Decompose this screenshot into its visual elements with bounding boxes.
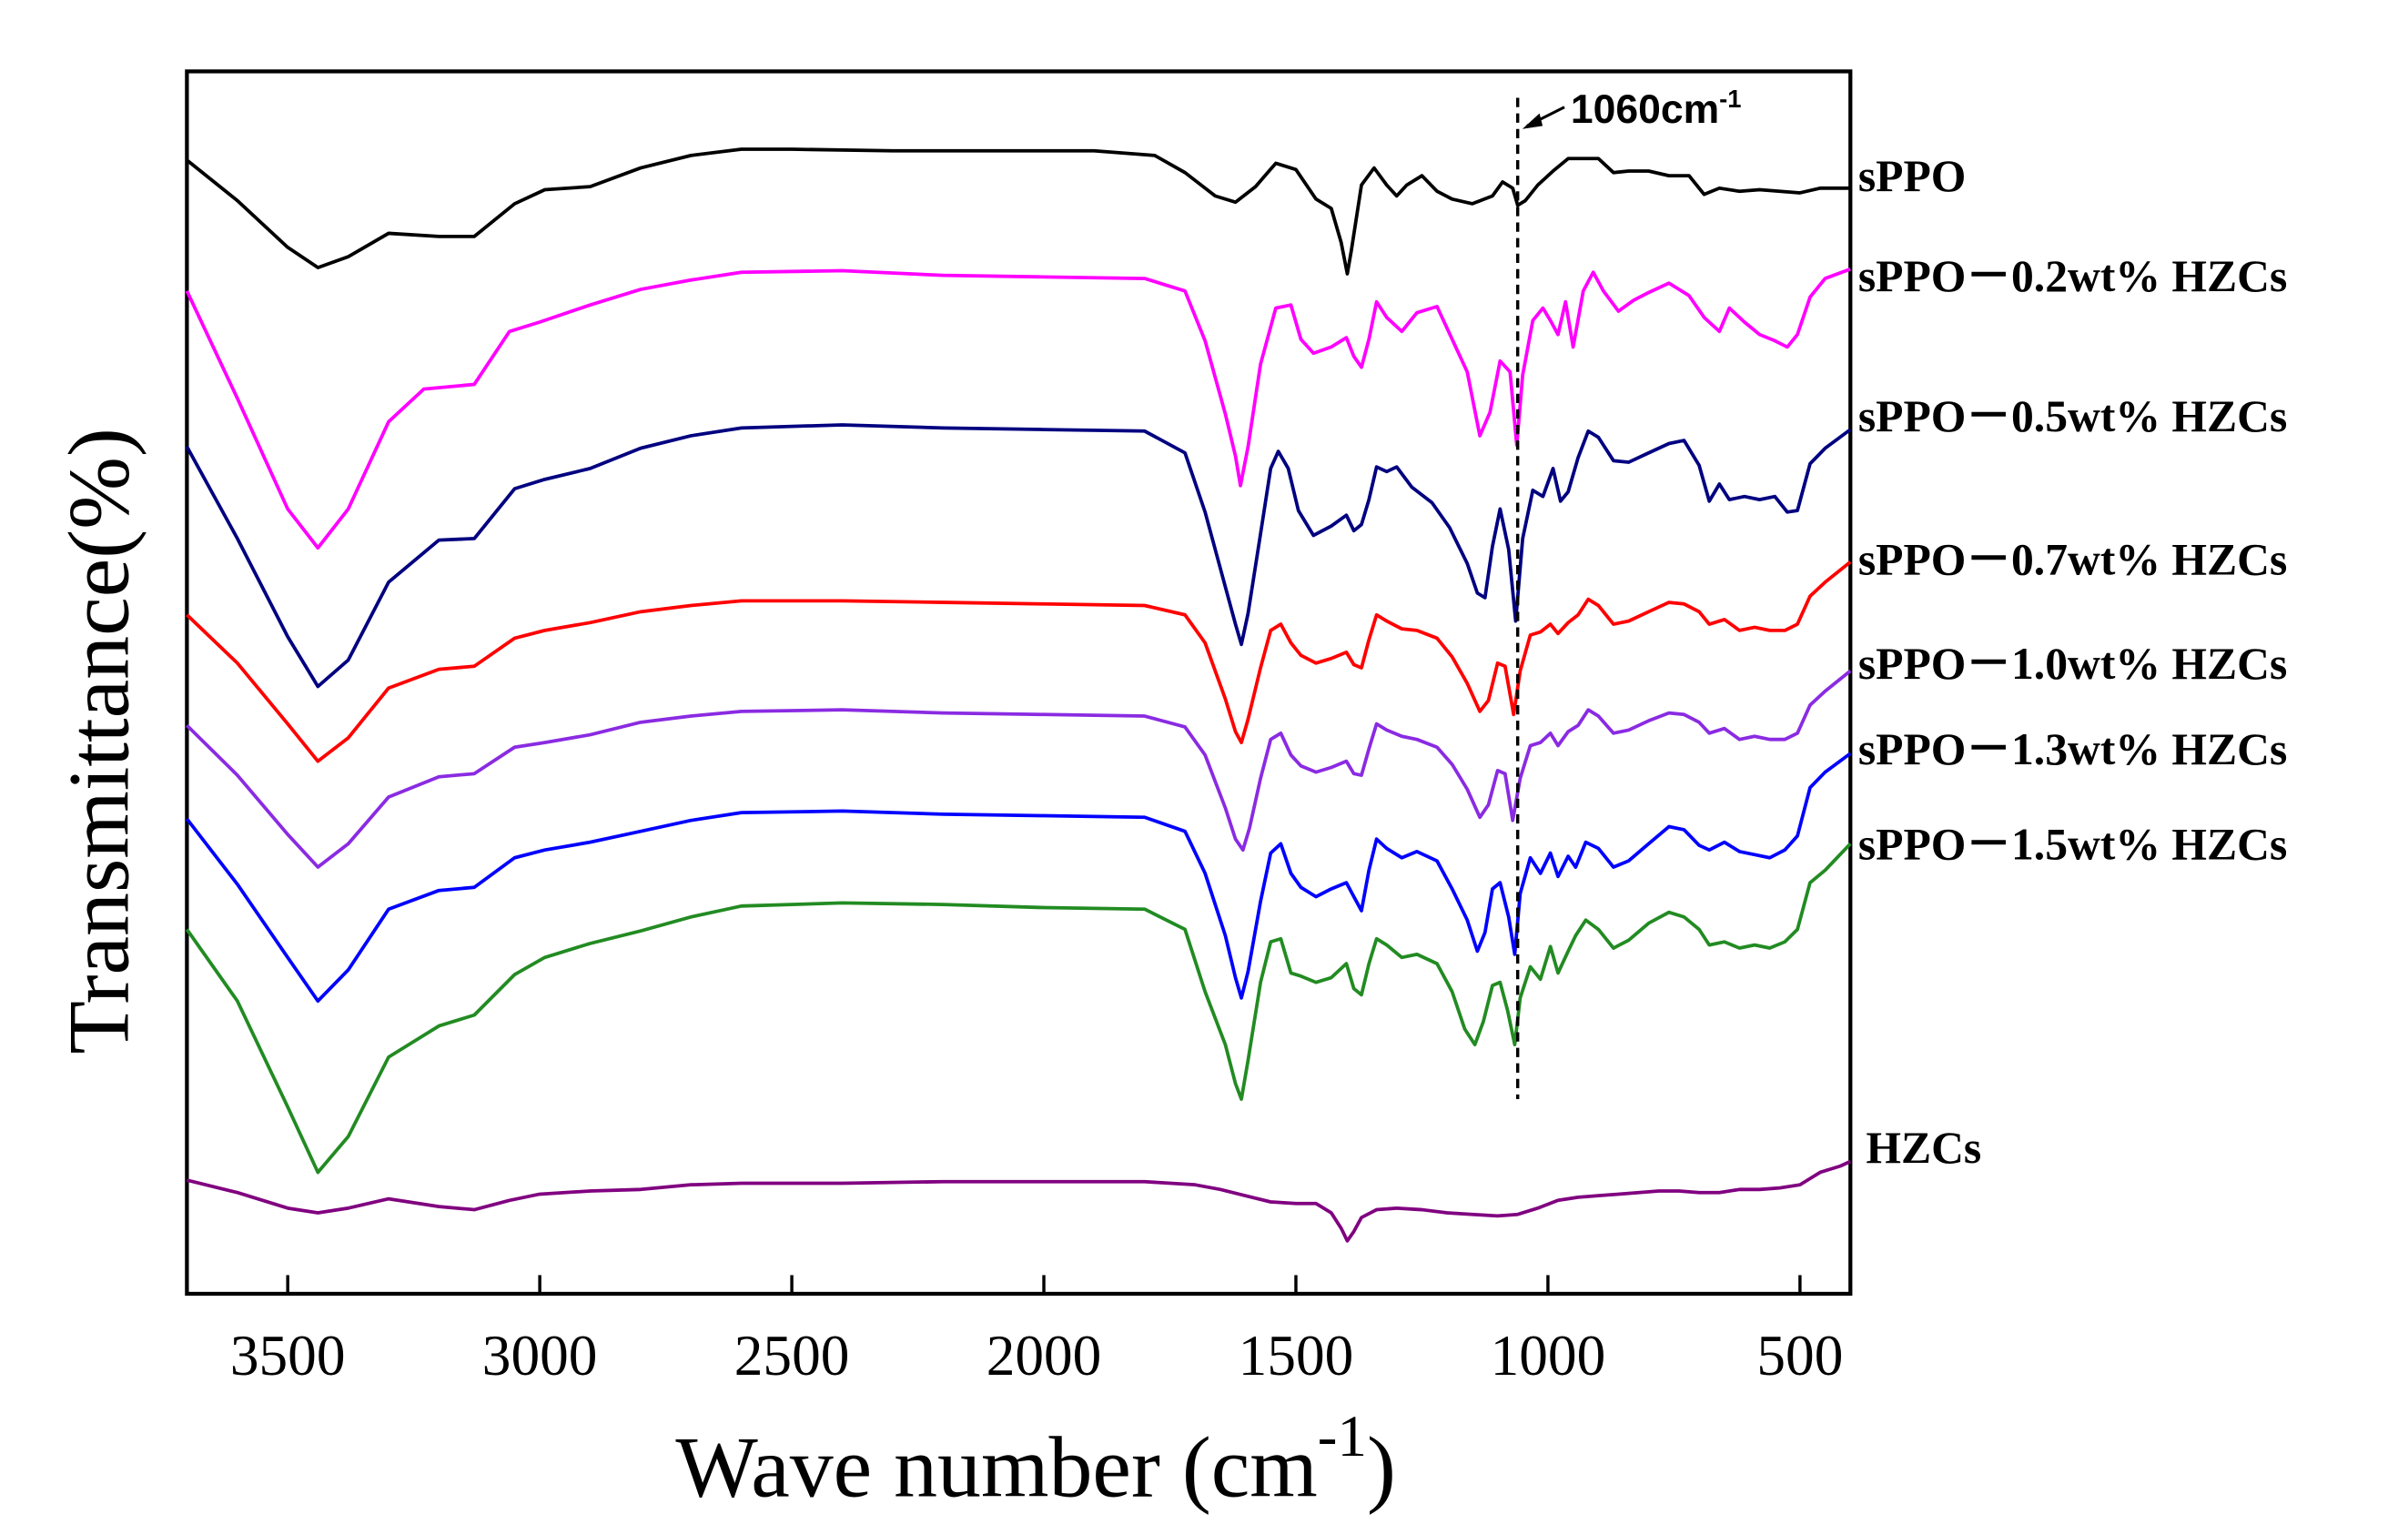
series-label-6: sPPO－1.5wt% HZCs [1858,819,2287,869]
annotation-label-main: 1060cm [1571,87,1719,132]
series-line-5 [185,752,1852,1004]
series-line-7 [186,1159,1852,1243]
x-tick-label-0: 3500 [230,1324,346,1388]
x-tick-label-1: 3000 [482,1324,598,1388]
annotation-label: 1060cm-1 [1571,85,1742,132]
y-axis-title: Transmittance(%) [50,428,147,1054]
x-axis-title-close: ) [1367,1418,1396,1515]
series-label-4: sPPO－1.0wt% HZCs [1858,639,2287,689]
series-line-0 [186,147,1851,276]
plot-frame [185,69,1853,1297]
series-line-3 [186,560,1852,763]
series-label-3: sPPO－0.7wt% HZCs [1858,534,2287,584]
series-line-1 [185,267,1851,550]
x-axis-ticks: 3500 3000 2500 2000 1500 1000 500 [230,1275,1843,1388]
x-tick-label-5: 1000 [1491,1324,1606,1388]
x-tick-label-2: 2500 [734,1324,850,1388]
series-line-4 [186,669,1852,869]
x-axis-title: Wave number (cm-1) [675,1404,1395,1515]
series-label-2: sPPO－0.5wt% HZCs [1858,391,2287,441]
series-label-7: HZCs [1866,1123,1981,1173]
x-axis-title-sup: -1 [1318,1404,1367,1469]
x-axis-title-main: Wave number (cm [675,1418,1317,1515]
series-line-2 [185,423,1852,689]
series-line-6 [185,843,1852,1175]
series-layer [185,147,1852,1243]
series-label-1: sPPO－0.2wt% HZCs [1858,251,2287,301]
series-labels: sPPO sPPO－0.2wt% HZCs sPPO－0.5wt% HZCs sPPO… [1858,151,2287,1173]
x-tick-label-3: 2000 [986,1324,1102,1388]
x-tick-label-6: 500 [1756,1324,1843,1388]
series-label-5: sPPO－1.3wt% HZCs [1858,724,2287,774]
x-tick-label-4: 1500 [1239,1324,1354,1388]
series-label-0: sPPO [1858,151,1967,201]
annotation-label-sup: -1 [1719,85,1741,113]
annotation-arrow [1522,106,1565,129]
